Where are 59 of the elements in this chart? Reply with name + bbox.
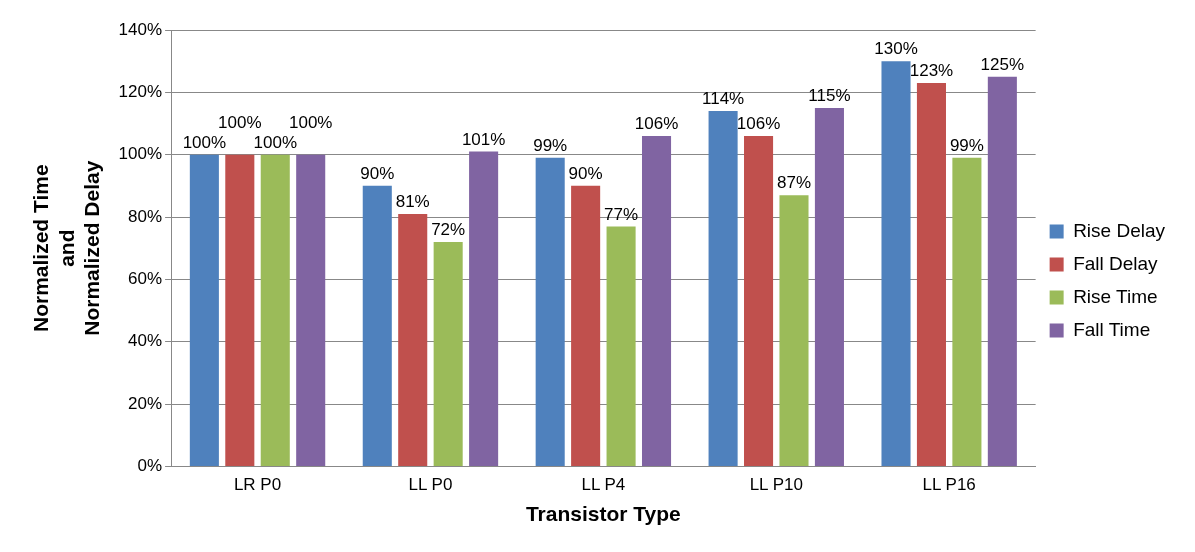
bar: [987, 76, 1017, 466]
data-label: 130%: [874, 39, 918, 59]
legend-label: Rise Time: [1073, 285, 1158, 307]
legend-label: Rise Delay: [1073, 219, 1166, 241]
data-label: 106%: [736, 114, 781, 134]
bar: [779, 195, 809, 466]
bar: [881, 61, 911, 466]
legend-label: Fall Delay: [1073, 252, 1159, 274]
data-label: 100%: [253, 132, 297, 152]
bar: [225, 154, 255, 466]
data-label: 100%: [288, 112, 333, 132]
bar: [642, 135, 672, 466]
bar: [398, 213, 428, 466]
bar: [916, 82, 946, 466]
bar: [952, 157, 982, 466]
bar: [296, 154, 326, 466]
y-tick-label: 80%: [128, 206, 163, 226]
y-tick-label: 140%: [118, 19, 163, 39]
data-label: 72%: [431, 220, 466, 240]
data-label: 81%: [395, 192, 430, 212]
x-tick-label: LL P16: [922, 475, 976, 495]
data-label: 100%: [182, 132, 227, 152]
data-label: 123%: [909, 61, 954, 81]
data-label: 125%: [980, 54, 1025, 74]
y-axis-title: Normalized Time and Normalized Delay: [29, 160, 103, 336]
data-label: 101%: [461, 129, 506, 149]
data-label: 99%: [949, 135, 984, 155]
y-tick-label: 20%: [128, 393, 163, 413]
bar: [189, 154, 219, 466]
x-tick-label: LL P4: [581, 475, 626, 495]
data-label: 114%: [701, 89, 745, 109]
bar: [571, 185, 601, 466]
data-label: 100%: [218, 112, 262, 132]
bar: [362, 185, 392, 466]
y-tick-label: 100%: [118, 144, 163, 164]
y-tick-label: 0%: [137, 456, 163, 476]
bar: [535, 157, 565, 466]
y-tick-label: 60%: [128, 269, 163, 289]
x-tick-label: LL P10: [749, 475, 803, 495]
bar: [606, 226, 636, 466]
x-axis-title: Transistor Type: [525, 502, 681, 526]
data-label: 99%: [533, 135, 568, 155]
data-label: 90%: [360, 164, 395, 184]
x-tick-label: LL P0: [408, 475, 453, 495]
data-label: 90%: [568, 164, 603, 184]
data-label: 106%: [634, 114, 679, 134]
bar: [469, 151, 499, 466]
bar: [260, 154, 290, 466]
data-label: 115%: [808, 86, 851, 106]
data-label: 77%: [604, 204, 639, 224]
y-tick-label: 120%: [118, 82, 163, 102]
bar: [433, 241, 463, 466]
legend-label: Fall Time: [1073, 318, 1151, 340]
bar: [744, 135, 774, 466]
x-tick-label: LR P0: [233, 475, 282, 495]
bar: [814, 107, 844, 466]
y-tick-label: 40%: [128, 331, 163, 351]
data-label: 87%: [776, 173, 812, 193]
bar: [708, 111, 738, 466]
